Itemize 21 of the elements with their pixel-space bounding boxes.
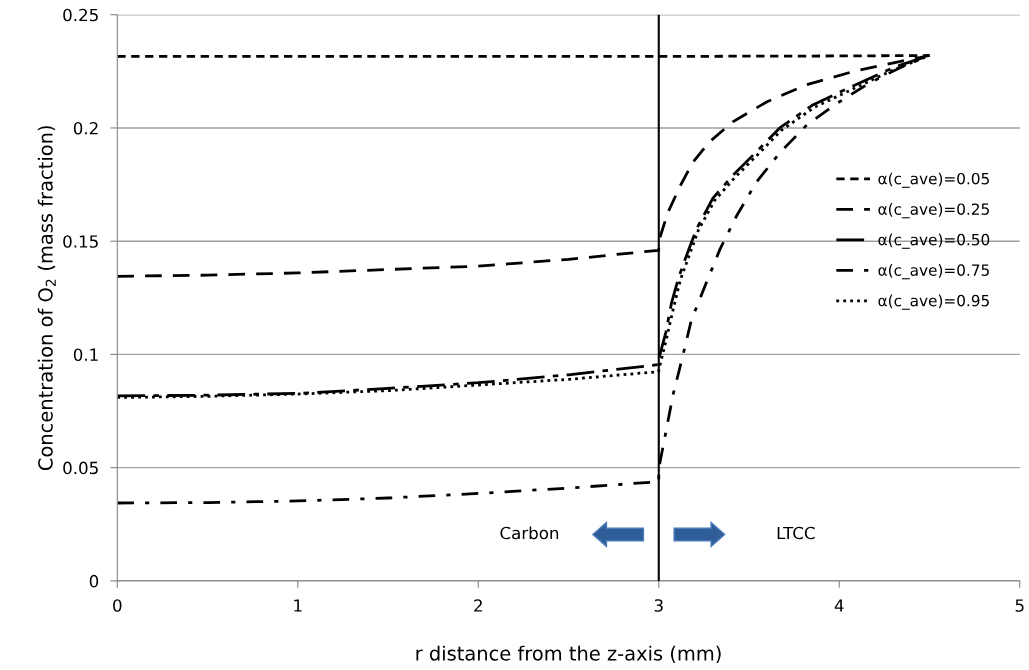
x-tick-label: 5 xyxy=(1015,599,1024,612)
legend-label: α(c_ave)=0.95 xyxy=(878,294,989,310)
x-tick-label: 0 xyxy=(113,599,122,612)
legend-label: α(c_ave)=0.05 xyxy=(878,172,989,188)
x-tick-label: 1 xyxy=(294,599,302,612)
legend-label: α(c_ave)=0.25 xyxy=(878,203,989,219)
y-tick-label: 0.2 xyxy=(73,121,98,135)
annotation: Carbon xyxy=(500,526,559,540)
x-axis-title: r distance from the z-axis (mm) xyxy=(416,645,721,663)
x-tick-label: 4 xyxy=(834,599,844,612)
legend-label: α(c_ave)=0.50 xyxy=(878,233,990,249)
y-tick-label: 0 xyxy=(89,574,99,588)
y-tick-label: 0.15 xyxy=(63,235,98,248)
y-tick-label: 0.1 xyxy=(73,348,98,361)
annotation: LTCC xyxy=(777,526,815,540)
legend-label: α(c_ave)=0.75 xyxy=(878,264,989,280)
y-tick-label: 0.05 xyxy=(63,461,98,475)
y-axis-title: Concentration of O$_{2}$ (mass fraction) xyxy=(37,126,56,471)
x-tick-label: 3 xyxy=(654,599,663,612)
x-tick-label: 2 xyxy=(474,599,482,612)
y-tick-label: 0.25 xyxy=(63,8,98,22)
